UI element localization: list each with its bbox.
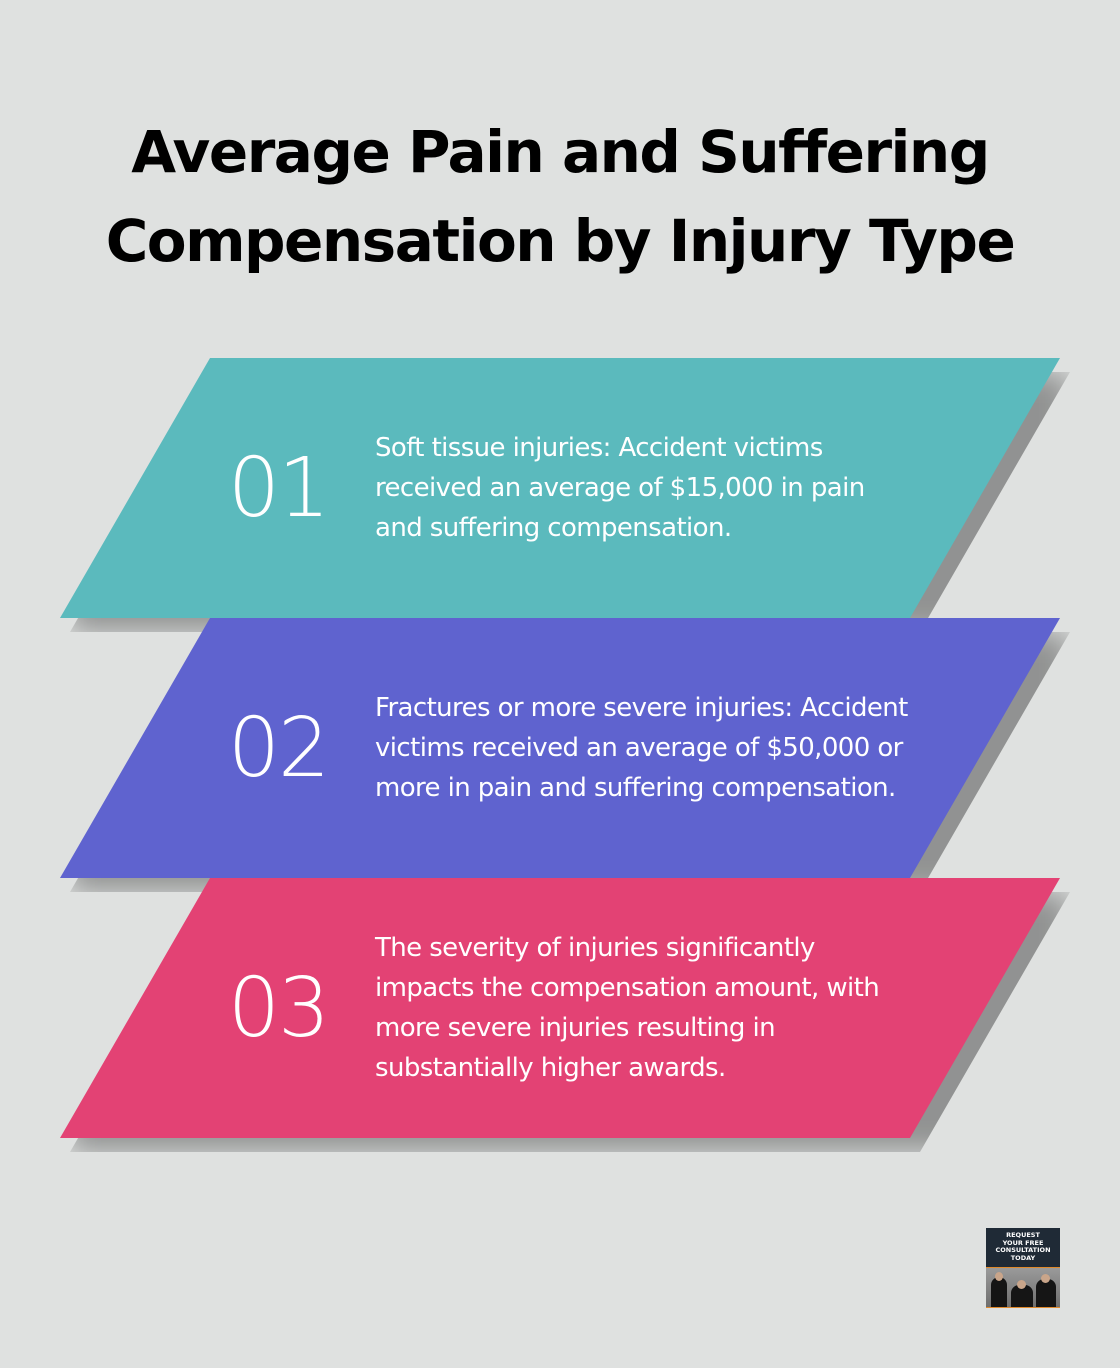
card-text: Fractures or more severe injuries: Accid… xyxy=(375,618,915,878)
card-number: 02 xyxy=(227,700,330,796)
card-description: Fractures or more severe injuries: Accid… xyxy=(375,693,908,803)
cta-bottom-border xyxy=(986,1307,1060,1308)
cta-line-1: REQUEST xyxy=(1006,1231,1040,1239)
person-silhouette xyxy=(1036,1279,1056,1307)
card-01: 01 Soft tissue injuries: Accident victim… xyxy=(60,358,1070,632)
card-03: 03 The severity of injuries significantl… xyxy=(60,878,1070,1152)
card-number: 03 xyxy=(227,960,330,1056)
cta-divider xyxy=(986,1267,1060,1268)
cta-line-2: YOUR FREE xyxy=(1002,1238,1044,1247)
card-shape xyxy=(60,358,1060,618)
page-title: Average Pain and Suffering Compensation … xyxy=(0,108,1120,286)
card-02: 02 Fractures or more severe injuries: Ac… xyxy=(60,618,1070,892)
card-number: 01 xyxy=(227,440,330,536)
page-title-line-2: Compensation by Injury Type xyxy=(105,207,1016,275)
card-shape xyxy=(60,878,1060,1138)
card-text: The severity of injuries significantly i… xyxy=(375,878,915,1138)
person-head xyxy=(995,1272,1003,1281)
card-shape xyxy=(60,618,1060,878)
cta-text: REQUEST YOUR FREE CONSULTATION TODAY xyxy=(986,1230,1060,1268)
card-description: Soft tissue injuries: Accident victims r… xyxy=(375,433,865,543)
team-photo xyxy=(986,1268,1060,1307)
cta-line-3: CONSULTATION xyxy=(995,1246,1051,1254)
card-text: Soft tissue injuries: Accident victims r… xyxy=(375,358,915,618)
cta-line-4: TODAY xyxy=(1010,1253,1036,1262)
person-silhouette xyxy=(991,1277,1007,1307)
card-description: The severity of injuries significantly i… xyxy=(375,933,880,1083)
consultation-cta-button[interactable]: REQUEST YOUR FREE CONSULTATION TODAY xyxy=(986,1228,1060,1308)
page-title-line-1: Average Pain and Suffering xyxy=(131,118,990,186)
person-head xyxy=(1017,1280,1026,1289)
person-silhouette xyxy=(1011,1285,1033,1307)
person-head xyxy=(1041,1274,1050,1283)
